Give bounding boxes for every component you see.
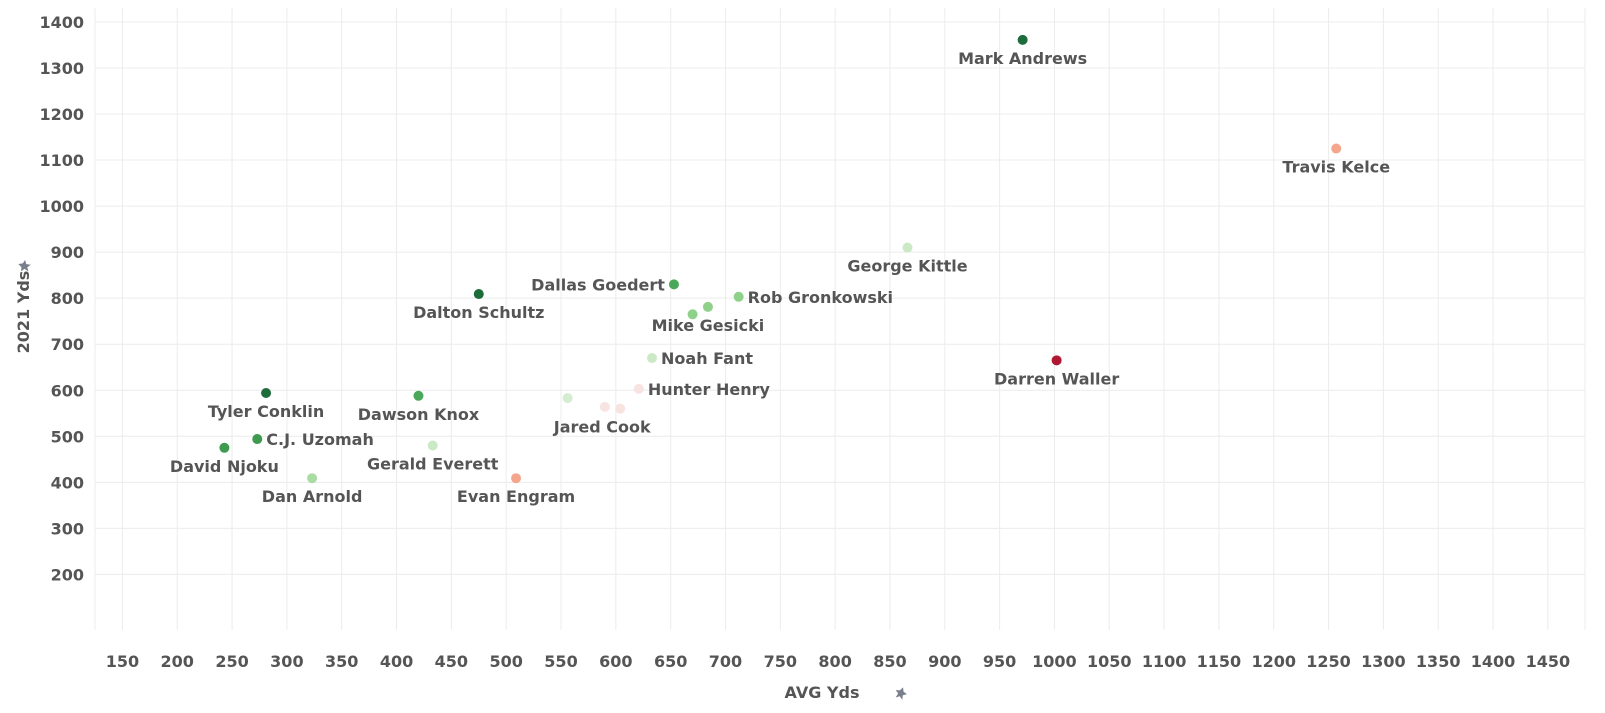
x-tick-label: 350 (325, 652, 358, 671)
y-tick-label: 800 (51, 289, 84, 308)
pin-icon (895, 687, 907, 700)
x-tick-label: 1400 (1471, 652, 1516, 671)
data-points (219, 34, 1342, 484)
data-point[interactable] (1017, 34, 1028, 45)
data-point[interactable] (511, 473, 522, 484)
x-tick-label: 1050 (1087, 652, 1132, 671)
x-tick-label: 400 (380, 652, 413, 671)
y-axis-title-text: 2021 Yds (14, 271, 33, 354)
point-label: Tyler Conklin (208, 402, 324, 421)
point-label: Hunter Henry (648, 380, 771, 399)
data-point[interactable] (647, 353, 658, 364)
point-label: Dan Arnold (262, 487, 363, 506)
data-point[interactable] (633, 383, 644, 394)
x-tick-label: 850 (873, 652, 906, 671)
point-label: Dalton Schultz (413, 303, 544, 322)
y-tick-label: 1300 (39, 59, 84, 78)
x-tick-label: 200 (161, 652, 194, 671)
y-tick-label: 1200 (39, 105, 84, 124)
data-point[interactable] (599, 401, 610, 412)
point-label: George Kittle (847, 257, 967, 276)
x-tick-label: 1250 (1306, 652, 1351, 671)
x-tick-label: 750 (764, 652, 797, 671)
x-tick-label: 1100 (1142, 652, 1187, 671)
x-tick-label: 550 (544, 652, 577, 671)
point-label: Mark Andrews (958, 49, 1087, 68)
y-axis-ticks: 200 300 400 500 600 700 800 900 1000 1100 1200 1300… (39, 13, 84, 584)
x-tick-label: 1200 (1251, 652, 1296, 671)
x-tick-label: 950 (983, 652, 1016, 671)
x-axis-ticks: 150 200 250 300 350 400 450 500 550 600 650 700 750 8… (106, 652, 1570, 671)
y-axis-title[interactable]: 2021 Yds (14, 258, 33, 353)
x-tick-label: 250 (215, 652, 248, 671)
x-axis-title-text: AVG Yds (785, 683, 860, 702)
data-point[interactable] (668, 279, 679, 290)
x-tick-label: 1450 (1526, 652, 1571, 671)
x-tick-label: 150 (106, 652, 139, 671)
data-point[interactable] (473, 289, 484, 300)
x-tick-label: 1150 (1197, 652, 1242, 671)
point-label: Dallas Goedert (531, 275, 665, 294)
point-label: David Njoku (170, 457, 279, 476)
point-label: Mike Gesicki (652, 316, 765, 335)
data-point[interactable] (562, 393, 573, 404)
x-tick-label: 900 (928, 652, 961, 671)
data-point[interactable] (1331, 143, 1342, 154)
x-tick-label: 450 (435, 652, 468, 671)
data-point[interactable] (252, 434, 263, 445)
point-label: C.J. Uzomah (266, 430, 374, 449)
y-tick-label: 900 (51, 243, 84, 262)
x-tick-label: 700 (709, 652, 742, 671)
grid-lines (94, 8, 1586, 630)
x-tick-label: 650 (654, 652, 687, 671)
data-point[interactable] (1051, 355, 1062, 366)
x-tick-label: 300 (270, 652, 303, 671)
x-axis-title[interactable]: AVG Yds (785, 683, 909, 702)
pin-icon (18, 260, 31, 272)
y-tick-label: 600 (51, 381, 84, 400)
data-point[interactable] (219, 442, 230, 453)
y-tick-label: 400 (51, 473, 84, 492)
y-tick-label: 200 (51, 565, 84, 584)
point-label: Noah Fant (661, 349, 753, 368)
x-tick-label: 1350 (1416, 652, 1461, 671)
x-tick-label: 1300 (1361, 652, 1406, 671)
point-label: Rob Gronkowski (748, 288, 893, 307)
data-point[interactable] (902, 242, 913, 253)
data-point[interactable] (702, 301, 713, 312)
point-label: Dawson Knox (358, 405, 480, 424)
data-point[interactable] (307, 473, 318, 484)
data-point[interactable] (615, 403, 626, 414)
data-point[interactable] (733, 291, 744, 302)
data-point[interactable] (413, 390, 424, 401)
point-label: Gerald Everett (367, 455, 499, 474)
data-point[interactable] (261, 388, 272, 399)
y-tick-label: 1400 (39, 13, 84, 32)
x-tick-label: 800 (818, 652, 851, 671)
y-tick-label: 300 (51, 519, 84, 538)
y-tick-label: 1100 (39, 151, 84, 170)
x-tick-label: 500 (489, 652, 522, 671)
point-label: Jared Cook (553, 418, 651, 437)
y-tick-label: 1000 (39, 197, 84, 216)
point-label: Darren Waller (994, 369, 1119, 388)
x-tick-label: 600 (599, 652, 632, 671)
point-label: Evan Engram (457, 487, 575, 506)
point-label: Travis Kelce (1282, 158, 1390, 177)
point-labels: Mark Andrews Travis Kelce George Kittle Dal… (170, 49, 1390, 506)
data-point[interactable] (427, 440, 438, 451)
data-point[interactable] (687, 309, 698, 320)
y-tick-label: 500 (51, 427, 84, 446)
y-tick-label: 700 (51, 335, 84, 354)
x-tick-label: 1000 (1032, 652, 1077, 671)
